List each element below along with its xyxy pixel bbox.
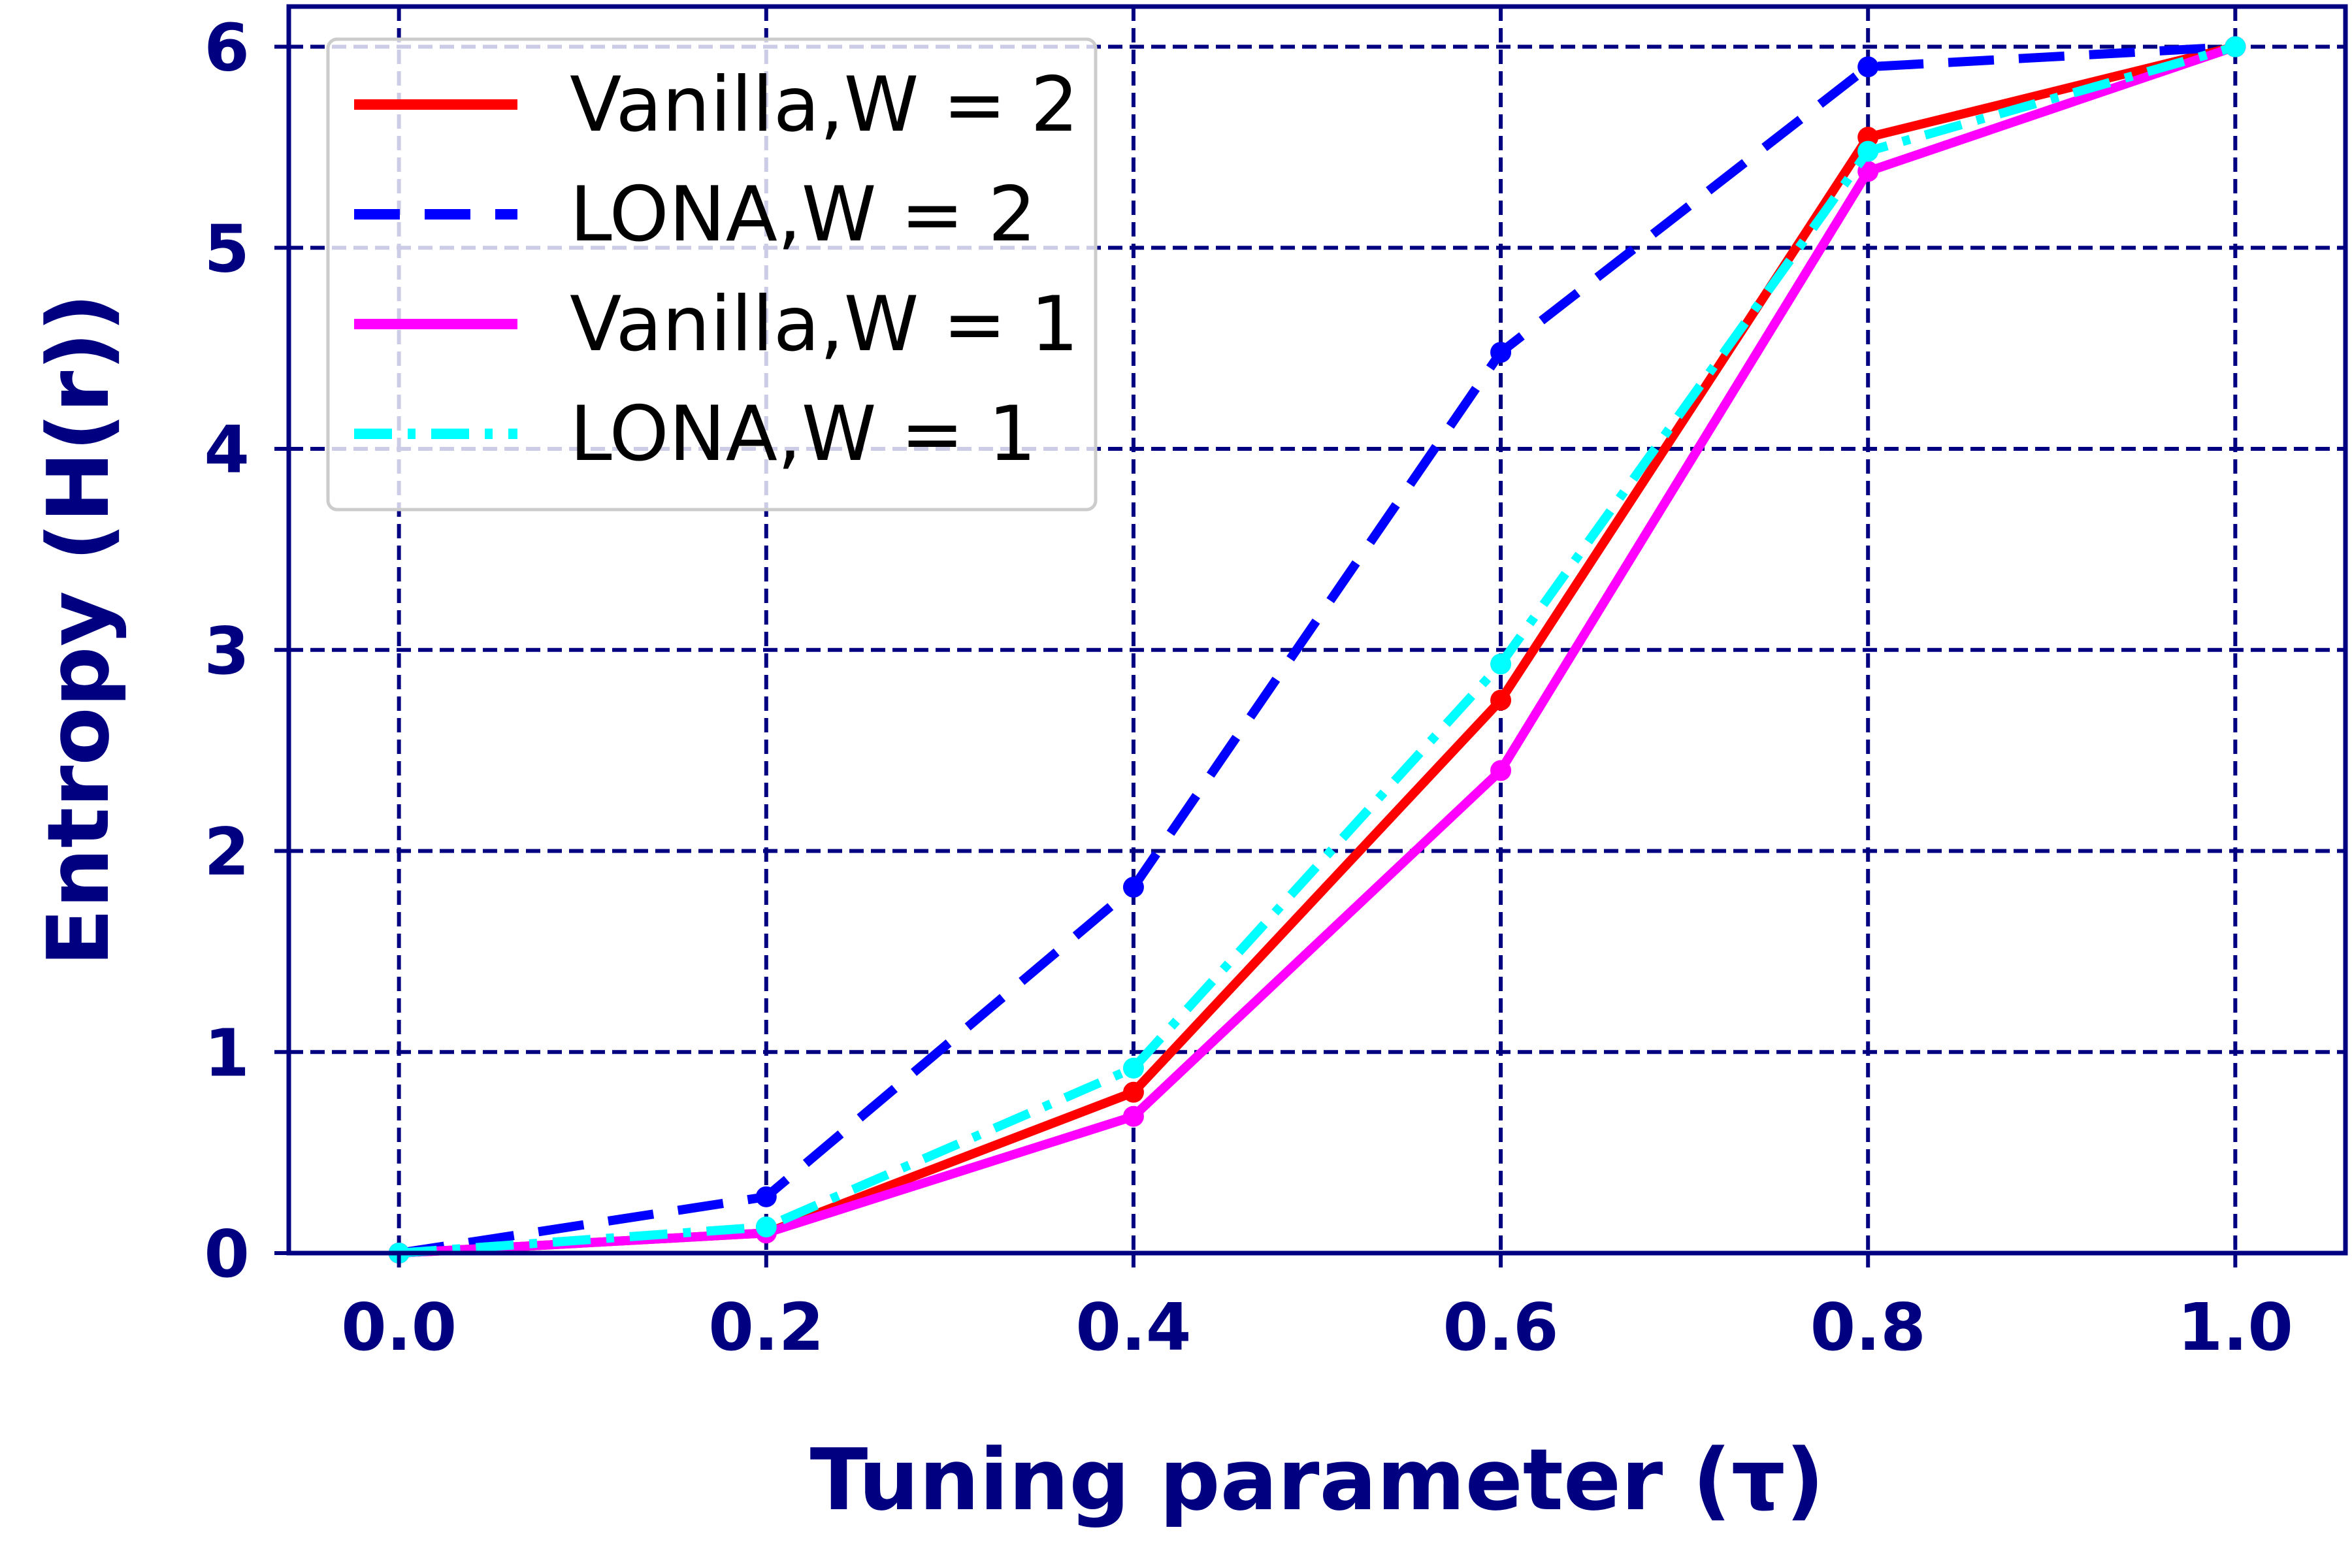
- y-tick-label: 5: [204, 210, 250, 287]
- x-tick-label: 0.8: [1810, 1289, 1926, 1365]
- series-point-1: [755, 1186, 777, 1207]
- y-tick-label: 4: [204, 412, 250, 488]
- series-point-1: [1490, 342, 1512, 363]
- x-tick-label: 0.0: [341, 1289, 457, 1365]
- y-tick-label: 3: [204, 613, 250, 689]
- legend-label-2: Vanilla,W = 1: [570, 280, 1079, 368]
- series-point-0: [1490, 689, 1512, 711]
- x-tick-label: 0.4: [1075, 1289, 1191, 1365]
- plot-frame: [286, 4, 2348, 1256]
- series-point-1: [1122, 876, 1144, 898]
- series-point-3: [1490, 653, 1512, 675]
- series-line-3: [399, 42, 2237, 1258]
- series-line-1: [398, 42, 2236, 1258]
- legend-label-3: LONA,W = 1: [570, 390, 1036, 478]
- series-line-2: [399, 42, 2237, 1258]
- y-tick-label: 0: [204, 1216, 250, 1292]
- series-point-3: [1122, 1057, 1144, 1079]
- x-tick-label: 0.6: [1443, 1289, 1558, 1365]
- y-axis-label: Entropy (H(r)): [29, 293, 128, 967]
- x-tick-label: 1.0: [2178, 1289, 2293, 1365]
- x-axis-label: Tuning parameter (τ): [810, 1430, 1825, 1529]
- series-point-2: [1122, 1105, 1144, 1127]
- x-tick-label: 0.2: [708, 1289, 824, 1365]
- series-point-3: [1857, 140, 1879, 162]
- legend-box: [326, 37, 1098, 512]
- y-tick-label: 6: [204, 10, 250, 86]
- series-point-3: [2225, 36, 2246, 57]
- legend-label-0: Vanilla,W = 2: [570, 61, 1079, 149]
- series-point-2: [1490, 760, 1512, 781]
- grid-lines: [289, 7, 2345, 1253]
- series-point-3: [755, 1216, 777, 1237]
- y-tick-label: 2: [204, 814, 250, 890]
- series-point-1: [1857, 56, 1879, 78]
- y-tick-label: 1: [204, 1015, 250, 1091]
- legend: Vanilla,W = 2 LONA,W = 2 Vanilla,W = 1 LONA…: [326, 37, 1098, 512]
- legend-label-1: LONA,W = 2: [570, 171, 1036, 259]
- axis-ticks: 0.0 0.2 0.4 0.6 0.8 1.0 0 1 2 3 4 5 6: [204, 10, 2293, 1365]
- series-point-0: [1122, 1081, 1144, 1103]
